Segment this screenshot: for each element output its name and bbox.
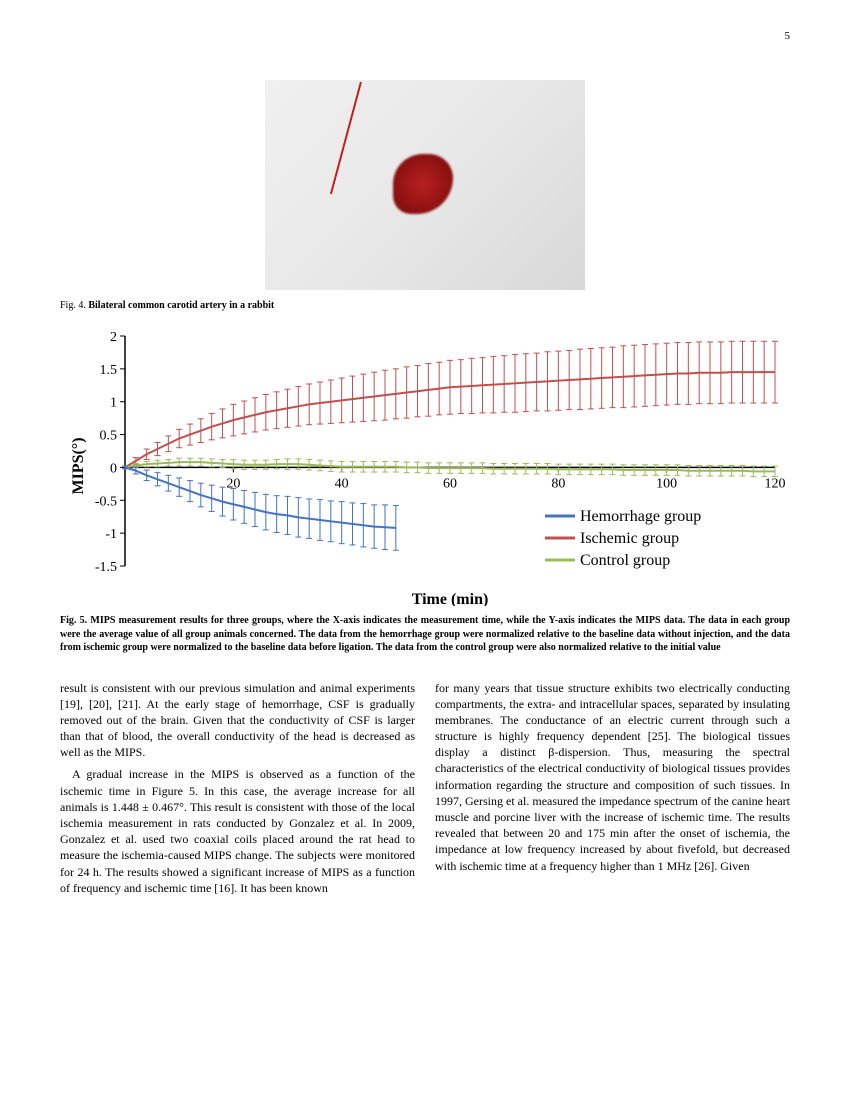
- fig5-caption-text: MIPS measurement results for three group…: [60, 615, 790, 653]
- svg-text:60: 60: [443, 476, 457, 491]
- fig4-caption-text: Bilateral common carotid artery in a rab…: [88, 300, 274, 311]
- svg-text:0: 0: [110, 461, 117, 476]
- col1-para1: result is consistent with our previous s…: [60, 680, 415, 761]
- svg-text:120: 120: [765, 476, 786, 491]
- body-text: result is consistent with our previous s…: [60, 680, 790, 902]
- svg-text:Hemorrhage group: Hemorrhage group: [580, 508, 701, 525]
- fig4-label: Fig. 4.: [60, 300, 86, 311]
- column-left: result is consistent with our previous s…: [60, 680, 415, 902]
- figure-5-caption: Fig. 5. MIPS measurement results for thr…: [60, 614, 790, 655]
- col1-para2: A gradual increase in the MIPS is observ…: [60, 766, 415, 896]
- figure-4-caption: Fig. 4. Bilateral common carotid artery …: [60, 300, 790, 311]
- svg-text:80: 80: [551, 476, 565, 491]
- svg-text:1: 1: [110, 396, 117, 411]
- svg-text:-1.5: -1.5: [95, 560, 117, 575]
- svg-text:Ischemic group: Ischemic group: [580, 530, 679, 547]
- chart-svg: 21.510.50-0.5-1-1.520406080100120MIPS(°)…: [65, 326, 785, 606]
- col2-para1: for many years that tissue structure exh…: [435, 680, 790, 874]
- figure-5-chart: 21.510.50-0.5-1-1.520406080100120MIPS(°)…: [65, 326, 785, 606]
- page-number: 5: [785, 30, 791, 42]
- figure-4-image: [265, 80, 585, 290]
- svg-text:2: 2: [110, 330, 117, 345]
- svg-text:0.5: 0.5: [100, 429, 118, 444]
- svg-text:MIPS(°): MIPS(°): [70, 437, 87, 494]
- fig5-label: Fig. 5.: [60, 615, 87, 626]
- svg-text:1.5: 1.5: [100, 363, 118, 378]
- svg-text:Time (min): Time (min): [412, 591, 489, 606]
- svg-text:40: 40: [335, 476, 349, 491]
- svg-text:-0.5: -0.5: [95, 494, 117, 509]
- column-right: for many years that tissue structure exh…: [435, 680, 790, 902]
- svg-text:Control group: Control group: [580, 552, 670, 569]
- svg-text:100: 100: [656, 476, 677, 491]
- svg-text:-1: -1: [105, 527, 117, 542]
